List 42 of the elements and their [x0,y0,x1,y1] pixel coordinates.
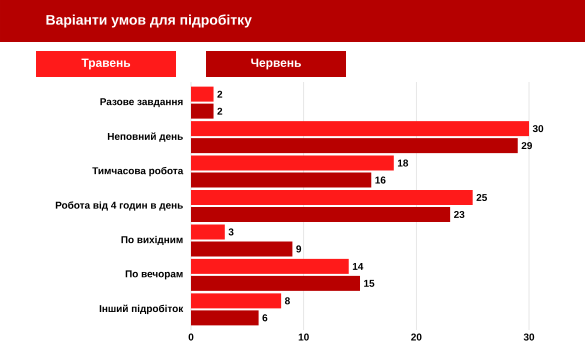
data-label: 14 [352,262,364,270]
data-label: 15 [364,280,374,287]
bar [191,241,292,256]
bar [191,156,394,171]
bar [191,172,372,188]
x-tick-label: 0 [188,334,194,341]
data-label: 3 [228,228,234,236]
text: Червень [251,58,301,70]
bar [191,224,225,240]
y-tick-label: Робота від 4 годин в день [56,201,183,211]
chart-title: Варіанти умов для підробітку [46,14,252,28]
bar [191,138,518,154]
data-label: 2 [217,108,222,115]
bar [191,258,349,274]
data-label: 23 [454,210,464,218]
x-tick-label: 10 [298,334,309,341]
y-tick-label: По вихідним [121,236,183,246]
data-label: 6 [262,314,268,322]
bar [191,190,473,205]
bar [191,276,360,291]
y-tick-label: По вечорам [126,270,183,280]
y-tick-label: Інший підробіток [100,304,184,314]
y-tick-label: Тимчасова робота [92,166,184,176]
bar [191,86,214,102]
bar [191,121,530,136]
y-tick-label: Разове завдання [100,98,183,108]
data-label: 8 [284,297,290,304]
data-label: 16 [375,176,386,184]
bar [191,310,259,326]
data-label: 9 [296,245,302,252]
bar [191,207,450,222]
bar [191,104,214,119]
data-label: 30 [532,125,544,132]
x-tick-label: 20 [411,334,422,341]
data-label: 2 [217,90,222,98]
data-label: 18 [398,160,408,167]
text: Травень [82,58,130,70]
bar [191,293,282,308]
data-label: 29 [522,142,532,150]
x-tick-label: 30 [524,334,534,341]
data-label: 25 [476,194,487,202]
y-tick-label: Неповний день [108,132,183,142]
